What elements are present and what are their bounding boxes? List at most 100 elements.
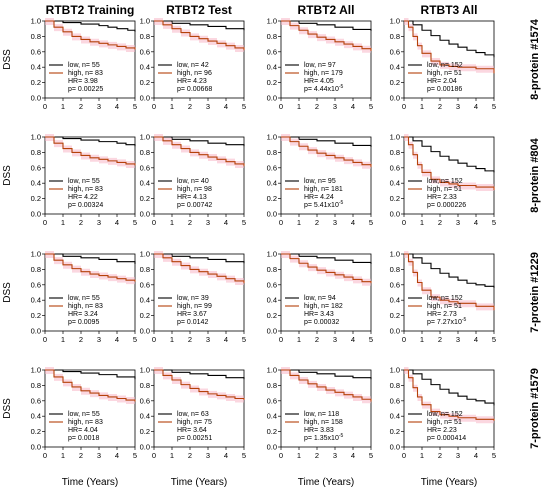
y-tick-label: 0.0 bbox=[267, 327, 277, 336]
km-panel: 0.0 0.2 0.4 0.6 0.8 1.0 0 1 2 3 4 5 low, n= 97high, … bbox=[267, 17, 374, 112]
ci-band-high bbox=[281, 251, 371, 288]
y-tick-label: 0.0 bbox=[390, 94, 400, 103]
km-curve-low bbox=[404, 253, 495, 288]
legend-high-text: high, n= 51 bbox=[427, 303, 462, 310]
x-tick-label: 2 bbox=[79, 335, 83, 344]
km-panel: 0.0 0.2 0.4 0.6 0.8 1.0 0 1 2 3 4 5 low, n= 94high, … bbox=[267, 250, 374, 345]
x-tick-label: 3 bbox=[333, 335, 337, 344]
y-tick-label: 0.2 bbox=[390, 311, 400, 320]
ci-band-high bbox=[281, 134, 371, 172]
x-tick-label: 3 bbox=[456, 335, 460, 344]
y-tick-label: 1.0 bbox=[140, 17, 150, 26]
legend-high-text: high, n= 182 bbox=[304, 303, 343, 310]
y-tick-label: 0.2 bbox=[31, 427, 41, 436]
legend-p: p= 0.00668 bbox=[177, 86, 212, 93]
y-tick-label: 0.8 bbox=[267, 265, 277, 274]
x-tick-label: 1 bbox=[61, 335, 65, 344]
km-panel: 0.0 0.2 0.4 0.6 0.8 1.0 0 1 2 3 4 5 low, n= 40high, … bbox=[140, 133, 247, 228]
y-tick-label: 1.0 bbox=[390, 17, 400, 26]
x-tick-label: 3 bbox=[97, 102, 101, 111]
y-axis-title: DSS bbox=[2, 398, 13, 419]
y-tick-label: 0.2 bbox=[390, 427, 400, 436]
plot-frame bbox=[153, 369, 245, 448]
y-tick-label: 0.4 bbox=[390, 296, 400, 305]
x-tick-label: 1 bbox=[61, 102, 65, 111]
y-tick-label: 0.4 bbox=[267, 296, 277, 305]
x-tick-label: 5 bbox=[369, 218, 373, 227]
x-tick-label: 2 bbox=[188, 335, 192, 344]
y-tick-label: 0.8 bbox=[140, 148, 150, 157]
legend-hr: HR= 3.83 bbox=[304, 427, 334, 434]
x-tick-label: 1 bbox=[297, 451, 301, 460]
y-tick-label: 0.0 bbox=[267, 94, 277, 103]
x-tick-label: 5 bbox=[133, 451, 137, 460]
y-tick-label: 0.6 bbox=[390, 396, 400, 405]
y-tick-label: 0.0 bbox=[390, 210, 400, 219]
y-tick-label: 1.0 bbox=[31, 366, 41, 375]
y-tick-label: 0.0 bbox=[140, 210, 150, 219]
y-tick-label: 0.6 bbox=[31, 280, 41, 289]
x-tick-label: 3 bbox=[456, 102, 460, 111]
row-label: 8-protein #804 bbox=[529, 137, 541, 212]
column-title: RTBT2 Test bbox=[166, 3, 232, 17]
x-tick-label: 4 bbox=[224, 102, 228, 111]
x-tick-label: 1 bbox=[420, 102, 424, 111]
x-axis-title: Time (Years) bbox=[171, 477, 228, 488]
km-curve-high bbox=[45, 136, 136, 166]
y-tick-label: 0.6 bbox=[140, 396, 150, 405]
x-axis-title: Time (Years) bbox=[62, 477, 119, 488]
x-tick-label: 1 bbox=[420, 335, 424, 344]
legend-hr: HR= 4.22 bbox=[68, 194, 98, 201]
x-tick-label: 4 bbox=[224, 451, 228, 460]
plot-frame bbox=[44, 136, 136, 215]
plot-frame bbox=[153, 253, 245, 332]
x-tick-label: 3 bbox=[206, 335, 210, 344]
x-tick-label: 1 bbox=[420, 451, 424, 460]
y-tick-label: 0.2 bbox=[267, 78, 277, 87]
plot-frame bbox=[280, 20, 372, 99]
plot-frame bbox=[403, 136, 495, 215]
km-panel: 0.0 0.2 0.4 0.6 0.8 1.0 0 1 2 3 4 5 low, n= 152high,… bbox=[390, 133, 497, 228]
y-tick-label: 0.2 bbox=[267, 311, 277, 320]
legend-low-text: low, n= 118 bbox=[304, 411, 339, 418]
legend-high-text: high, n= 83 bbox=[68, 419, 103, 426]
y-tick-label: 0.2 bbox=[140, 78, 150, 87]
y-tick-label: 0.8 bbox=[31, 148, 41, 157]
x-tick-label: 0 bbox=[279, 102, 283, 111]
km-curve-high bbox=[281, 369, 372, 402]
x-axis-title: Time (Years) bbox=[421, 477, 478, 488]
y-tick-label: 0.0 bbox=[31, 443, 41, 452]
y-tick-label: 0.6 bbox=[267, 163, 277, 172]
column-title: RTBT3 All bbox=[421, 3, 478, 17]
x-tick-label: 4 bbox=[474, 335, 478, 344]
km-curve-high bbox=[404, 253, 495, 311]
legend-p: p= 5.41x10-5 bbox=[304, 200, 344, 209]
y-tick-label: 0.4 bbox=[31, 179, 41, 188]
legend-low-text: low, n= 152 bbox=[427, 62, 463, 69]
x-tick-label: 4 bbox=[474, 218, 478, 227]
km-curve-high bbox=[154, 253, 245, 284]
x-tick-label: 1 bbox=[61, 451, 65, 460]
km-panel: 0.0 0.2 0.4 0.6 0.8 1.0 0 1 2 3 4 5 low, n= 55high, … bbox=[31, 133, 138, 228]
legend-p: p= 0.0142 bbox=[177, 319, 208, 326]
legend-hr: HR= 4.24 bbox=[304, 194, 334, 201]
x-tick-label: 0 bbox=[402, 218, 406, 227]
y-tick-label: 0.0 bbox=[140, 94, 150, 103]
y-tick-label: 0.0 bbox=[140, 443, 150, 452]
y-tick-label: 0.6 bbox=[390, 163, 400, 172]
x-tick-label: 4 bbox=[474, 102, 478, 111]
legend-low-text: low, n= 152 bbox=[427, 178, 463, 185]
y-tick-label: 0.6 bbox=[390, 280, 400, 289]
y-tick-label: 1.0 bbox=[390, 366, 400, 375]
y-tick-label: 1.0 bbox=[31, 250, 41, 259]
plot-frame bbox=[403, 369, 495, 448]
x-tick-label: 3 bbox=[206, 451, 210, 460]
km-panel: 0.0 0.2 0.4 0.6 0.8 1.0 0 1 2 3 4 5 low, n= 39high, … bbox=[140, 250, 247, 345]
y-tick-label: 0.8 bbox=[140, 265, 150, 274]
y-tick-label: 0.2 bbox=[267, 194, 277, 203]
x-tick-label: 1 bbox=[170, 335, 174, 344]
legend-p: p= 0.00186 bbox=[427, 86, 462, 93]
x-tick-label: 4 bbox=[351, 451, 355, 460]
x-tick-label: 4 bbox=[351, 102, 355, 111]
legend-low-text: low, n= 152 bbox=[427, 295, 463, 302]
